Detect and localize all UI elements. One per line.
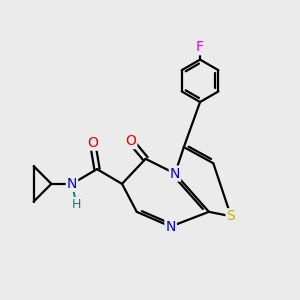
Text: O: O	[87, 136, 98, 150]
Text: N: N	[170, 167, 180, 181]
Text: O: O	[125, 134, 136, 148]
Text: H: H	[72, 198, 81, 211]
Text: N: N	[67, 177, 77, 191]
Text: N: N	[165, 220, 176, 234]
Text: S: S	[226, 209, 235, 223]
Text: F: F	[196, 40, 204, 54]
